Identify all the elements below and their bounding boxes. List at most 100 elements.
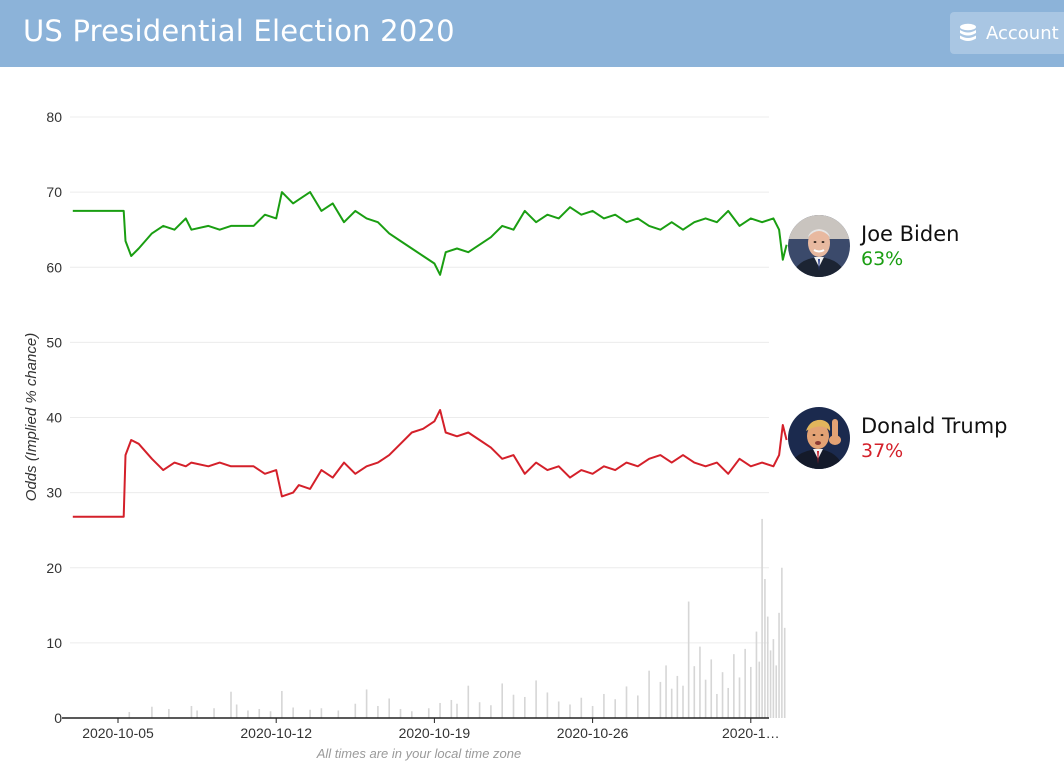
volume-bar xyxy=(625,686,628,718)
y-tick-label: 80 xyxy=(46,109,62,125)
volume-bar xyxy=(269,711,272,718)
volume-bar xyxy=(659,681,662,718)
volume-bar xyxy=(365,689,368,718)
volume-bar xyxy=(778,612,780,718)
y-tick-label: 10 xyxy=(46,635,62,651)
volume-bar xyxy=(196,710,198,718)
y-tick-label: 20 xyxy=(46,560,62,576)
volume-bar xyxy=(682,685,684,718)
volume-bar xyxy=(292,707,294,718)
x-tick-label: 2020-1… xyxy=(722,725,780,741)
volume-bar xyxy=(727,687,729,718)
volume-bar xyxy=(557,701,560,718)
y-axis-label: Odds (Implied % chance) xyxy=(23,333,40,501)
volume-bar xyxy=(758,661,761,718)
account-button[interactable]: Account xyxy=(950,12,1064,54)
volume-bar xyxy=(744,648,746,718)
volume-bar xyxy=(450,699,453,718)
volume-bar xyxy=(490,705,492,718)
volume-bar xyxy=(603,693,605,718)
y-tick-label: 40 xyxy=(46,410,62,426)
volume-bar xyxy=(128,711,131,718)
volume-bar xyxy=(591,705,594,718)
timezone-footnote: All times are in your local time zone xyxy=(316,746,521,761)
volume-bar xyxy=(764,579,766,718)
candidate-percent: 63% xyxy=(861,248,904,270)
volume-bar xyxy=(535,680,537,718)
volume-bar xyxy=(766,616,769,718)
x-tick-label: 2020-10-19 xyxy=(399,725,471,741)
volume-bar xyxy=(230,691,232,718)
volume-bar xyxy=(687,601,690,718)
candidate-trump[interactable]: Donald Trump 37% xyxy=(788,407,1058,471)
volume-bar xyxy=(580,697,583,718)
x-tick-label: 2020-10-05 xyxy=(82,725,154,741)
volume-bar xyxy=(337,710,340,718)
y-tick-label: 50 xyxy=(46,334,62,350)
volume-bar xyxy=(699,646,701,718)
donald-trump-photo xyxy=(788,407,850,469)
volume-bar xyxy=(750,666,752,718)
volume-bar xyxy=(190,705,193,718)
volume-bar xyxy=(738,677,741,718)
volume-bar xyxy=(665,665,667,718)
volume-bar xyxy=(151,706,153,718)
y-tick-label: 60 xyxy=(46,259,62,275)
volume-bar xyxy=(168,708,170,718)
volume-bar xyxy=(411,711,413,718)
odds-chart: 0 10 20 30 40 50 60 70 80 2020-10-05 2020-10-12 202… xyxy=(23,109,788,761)
volume-bar xyxy=(721,672,724,718)
volume-bar xyxy=(524,696,526,718)
volume-bar xyxy=(772,639,775,718)
volume-bar xyxy=(399,708,402,718)
volume-bar xyxy=(569,704,571,718)
volume-bar xyxy=(377,705,379,718)
volume-bar xyxy=(320,708,323,718)
volume-bar xyxy=(710,659,713,718)
volume-bar xyxy=(716,693,718,718)
database-icon xyxy=(960,23,976,41)
x-tick-label: 2020-10-12 xyxy=(240,725,312,741)
volume-bar xyxy=(693,666,696,718)
top-bar: US Presidential Election 2020 Account xyxy=(0,0,1064,67)
volume-bar xyxy=(213,708,215,718)
page-title: US Presidential Election 2020 xyxy=(23,14,455,48)
volume-bar xyxy=(546,692,549,718)
y-tick-label: 0 xyxy=(54,710,62,726)
candidate-name: Donald Trump xyxy=(861,414,1008,438)
volume-bar xyxy=(354,703,357,718)
volume-bar xyxy=(676,675,679,718)
volume-bar xyxy=(467,685,470,718)
volume-bar xyxy=(258,708,261,718)
volume-bar xyxy=(637,695,639,718)
volume-bar xyxy=(247,710,249,718)
volume-bar xyxy=(704,679,707,718)
volume-bar xyxy=(761,518,763,718)
volume-bar xyxy=(783,627,786,718)
joe-biden-photo xyxy=(788,215,850,277)
volume-bar xyxy=(512,694,515,718)
volume-bar xyxy=(439,702,441,718)
candidate-percent: 37% xyxy=(861,440,904,462)
account-label: Account xyxy=(986,23,1059,44)
volume-bar xyxy=(733,654,735,718)
candidate-biden[interactable]: Joe Biden 63% xyxy=(788,215,1058,279)
x-tick-label: 2020-10-26 xyxy=(557,725,629,741)
volume-bar xyxy=(235,704,238,718)
volume-bar xyxy=(614,699,616,718)
volume-bar xyxy=(388,698,390,718)
volume-bar xyxy=(281,690,283,718)
volume-bar xyxy=(456,703,458,718)
volume-bar xyxy=(769,650,772,718)
volume-bar xyxy=(427,708,430,718)
volume-bar xyxy=(781,567,783,718)
volume-bar xyxy=(670,688,673,718)
y-tick-label: 70 xyxy=(46,184,62,200)
candidate-name: Joe Biden xyxy=(861,222,960,246)
y-tick-label: 30 xyxy=(46,485,62,501)
volume-bar xyxy=(775,665,778,718)
volume-bar xyxy=(501,683,503,718)
volume-bar xyxy=(648,670,650,718)
volume-bar xyxy=(755,631,758,718)
volume-bar xyxy=(309,709,311,718)
